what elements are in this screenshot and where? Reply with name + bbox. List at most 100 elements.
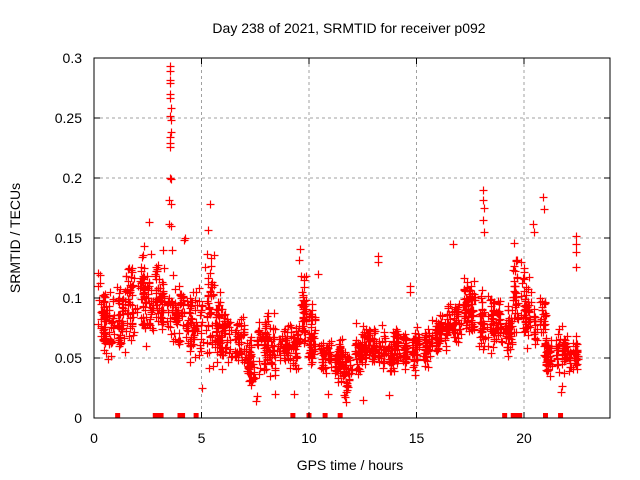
data-point <box>452 310 461 319</box>
data-point <box>292 365 301 374</box>
data-point <box>151 270 160 279</box>
data-point <box>308 306 317 315</box>
data-point <box>307 323 316 332</box>
data-point <box>460 274 469 283</box>
data-point <box>265 347 274 356</box>
data-point <box>178 308 187 317</box>
data-point <box>506 345 515 354</box>
data-point <box>307 343 316 352</box>
data-point <box>289 333 298 342</box>
data-point <box>518 279 527 288</box>
data-point <box>477 339 486 348</box>
data-point <box>355 365 364 374</box>
data-point <box>187 314 196 323</box>
data-point <box>142 342 151 351</box>
data-point <box>513 309 522 318</box>
data-point <box>287 328 296 337</box>
data-point <box>237 322 246 331</box>
data-point <box>401 357 410 366</box>
x-axis-label: GPS time / hours <box>297 457 404 473</box>
data-point <box>524 306 533 315</box>
data-point <box>142 313 151 322</box>
data-point <box>443 330 452 339</box>
data-point <box>203 349 212 358</box>
data-point <box>171 315 180 324</box>
data-point <box>385 355 394 364</box>
data-point <box>123 309 132 318</box>
data-point <box>292 340 301 349</box>
data-point <box>175 282 184 291</box>
zero-markers <box>115 413 564 418</box>
data-point <box>191 353 200 362</box>
data-point <box>154 261 163 270</box>
zero-marker <box>337 413 343 418</box>
data-point <box>484 312 493 321</box>
data-point <box>176 300 185 309</box>
data-point <box>139 302 148 311</box>
data-point <box>133 304 142 313</box>
data-point <box>130 328 139 337</box>
data-point <box>391 346 400 355</box>
data-point <box>206 332 215 341</box>
data-point <box>116 340 125 349</box>
data-point <box>115 289 124 298</box>
data-point <box>540 205 549 214</box>
data-point <box>555 325 564 334</box>
data-point <box>225 323 234 332</box>
data-point <box>494 308 503 317</box>
data-point <box>152 275 161 284</box>
data-point <box>190 331 199 340</box>
data-point <box>203 250 212 259</box>
data-point <box>491 326 500 335</box>
y-tick-label: 0 <box>74 410 82 426</box>
data-point <box>177 292 186 301</box>
data-point <box>393 331 402 340</box>
data-point <box>573 352 582 361</box>
data-point <box>479 325 488 334</box>
data-point <box>166 174 175 183</box>
data-point <box>421 356 430 365</box>
data-point <box>255 326 264 335</box>
data-point <box>231 328 240 337</box>
data-point <box>361 360 370 369</box>
data-point <box>325 339 334 348</box>
data-point <box>211 343 220 352</box>
data-point <box>213 358 222 367</box>
data-point <box>556 335 565 344</box>
data-point <box>546 347 555 356</box>
data-point <box>245 351 254 360</box>
x-tick-label: 10 <box>301 430 317 446</box>
data-point <box>386 349 395 358</box>
data-point <box>478 306 487 315</box>
x-tick-labels: 0 5 10 15 20 <box>90 430 532 446</box>
data-point <box>502 325 511 334</box>
data-point <box>370 329 379 338</box>
data-point <box>341 393 350 402</box>
data-point <box>195 297 204 306</box>
data-point <box>143 272 152 281</box>
data-point <box>271 390 280 399</box>
data-point <box>352 319 361 328</box>
data-point <box>542 361 551 370</box>
data-point <box>190 323 199 332</box>
data-point <box>231 335 240 344</box>
data-point <box>237 315 246 324</box>
data-point <box>213 321 222 330</box>
data-point <box>572 248 581 257</box>
data-point <box>526 323 535 332</box>
data-point <box>118 303 127 312</box>
data-point <box>140 242 149 251</box>
y-tick-label: 0.25 <box>55 110 82 126</box>
data-point <box>406 288 415 297</box>
data-point <box>392 333 401 342</box>
zero-marker <box>558 413 564 418</box>
data-point <box>360 328 369 337</box>
zero-marker <box>115 413 121 418</box>
data-point <box>262 322 271 331</box>
data-point <box>176 291 185 300</box>
data-point <box>188 315 197 324</box>
data-point <box>546 372 555 381</box>
data-point <box>105 340 114 349</box>
data-point <box>553 346 562 355</box>
data-point <box>517 258 526 267</box>
